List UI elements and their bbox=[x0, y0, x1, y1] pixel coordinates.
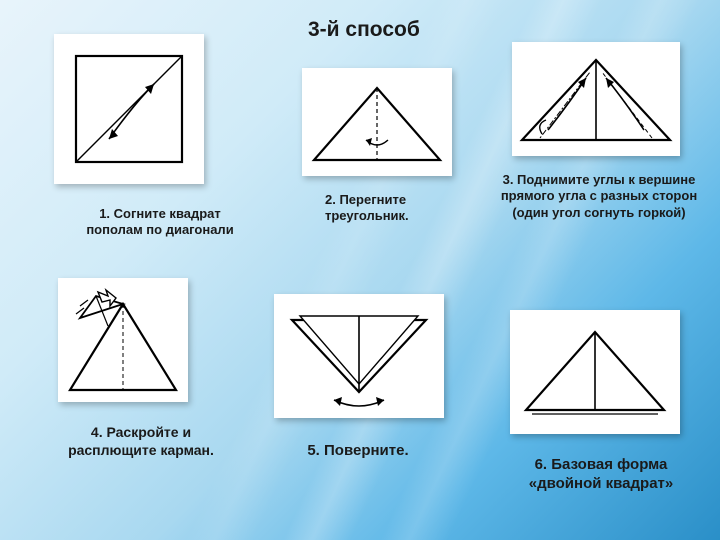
step-4-panel bbox=[58, 278, 188, 402]
diagram-square-diagonal bbox=[54, 34, 204, 184]
step-5-caption: 5. Поверните. bbox=[288, 442, 428, 461]
step-2-caption: 2. Перегните треугольник. bbox=[325, 192, 435, 225]
step-1-panel bbox=[54, 34, 204, 184]
step-5-panel bbox=[274, 294, 444, 418]
step-3-caption: 3. Поднимите углы к вершине прямого угла… bbox=[486, 172, 712, 221]
step-6-panel bbox=[510, 310, 680, 434]
step-6-caption: 6. Базовая форма «двойной квадрат» bbox=[516, 456, 686, 494]
diagram-flip bbox=[274, 294, 444, 418]
step-3-panel bbox=[512, 42, 680, 156]
diagram-raise-corners bbox=[512, 42, 680, 156]
step-4-caption: 4. Раскройте и расплющите карман. bbox=[66, 424, 216, 459]
slide-title: 3-й способ bbox=[308, 18, 428, 42]
diagram-open-pocket bbox=[58, 278, 188, 402]
step-1-caption: 1. Согните квадрат пополам по диагонали bbox=[70, 206, 250, 239]
diagram-base-form bbox=[510, 310, 680, 434]
step-2-panel bbox=[302, 68, 452, 176]
diagram-triangle-fold bbox=[302, 68, 452, 176]
